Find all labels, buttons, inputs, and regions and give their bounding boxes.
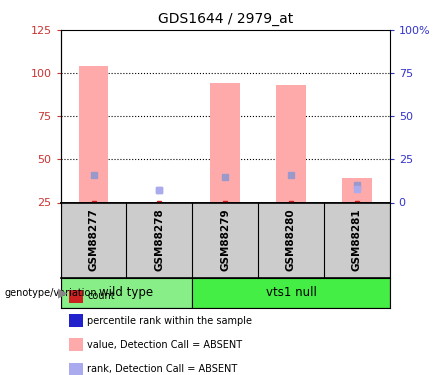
Text: ▶: ▶ (58, 286, 68, 299)
Text: wild type: wild type (100, 286, 154, 299)
Text: GSM88278: GSM88278 (154, 209, 165, 272)
Bar (342, 178, 372, 203)
Text: value, Detection Call = ABSENT: value, Detection Call = ABSENT (87, 340, 242, 350)
Text: GSM88281: GSM88281 (352, 209, 362, 272)
Text: genotype/variation: genotype/variation (4, 288, 97, 297)
Bar (276, 85, 306, 202)
Text: percentile rank within the sample: percentile rank within the sample (87, 316, 252, 326)
Bar (210, 84, 240, 203)
Bar (61, 278, 192, 308)
Text: vts1 null: vts1 null (265, 286, 317, 299)
Bar (79, 66, 108, 203)
Text: count: count (87, 291, 115, 301)
Text: GSM88279: GSM88279 (220, 209, 230, 272)
Text: GSM88277: GSM88277 (88, 209, 99, 272)
Text: rank, Detection Call = ABSENT: rank, Detection Call = ABSENT (87, 364, 238, 374)
Bar (192, 278, 390, 308)
Title: GDS1644 / 2979_at: GDS1644 / 2979_at (158, 12, 293, 26)
Text: GSM88280: GSM88280 (286, 209, 296, 272)
